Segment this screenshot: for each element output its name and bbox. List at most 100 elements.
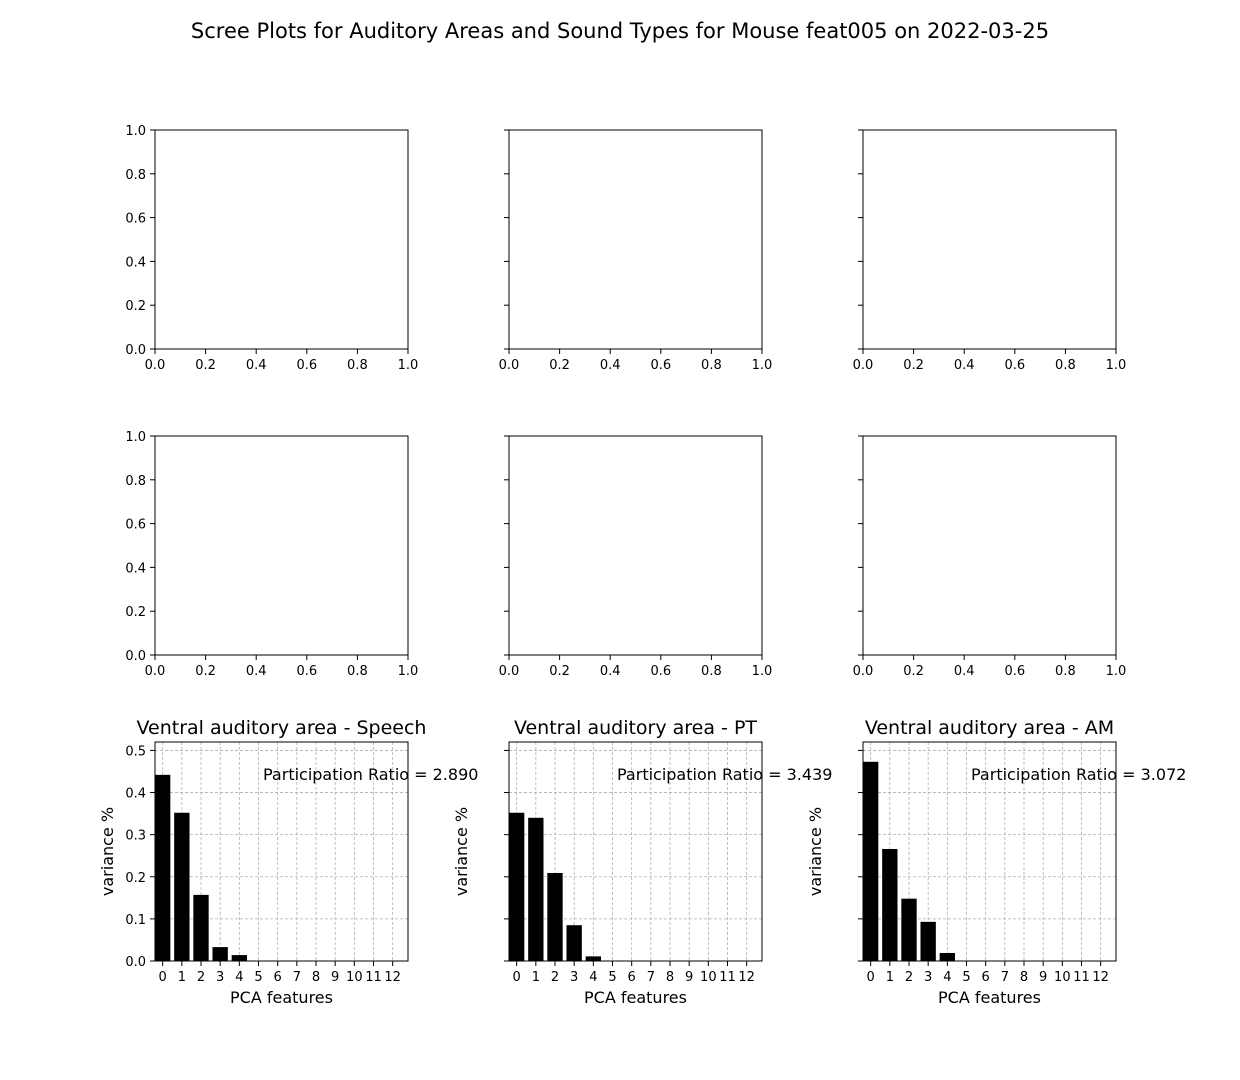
x-tick-label: 1.0 <box>398 664 419 679</box>
y-tick-label: 0.0 <box>125 955 146 970</box>
axes-frame <box>508 741 763 962</box>
x-tick-label: 10 <box>346 970 363 985</box>
subplot-row2-col3: 0.0 0.2 0.4 0.6 0.8 1.0 <box>853 435 1126 679</box>
subplot-grid: 0.0 0.2 0.4 0.6 0.8 1.00.00.20.40.60.81.00.0 0… <box>98 124 1186 1007</box>
subplot-row2-col1: 0.0 0.2 0.4 0.6 0.8 1.0 0.0 0.2 0.4 0.6 0.8 1.0 <box>125 430 418 679</box>
subplot-title: Ventral auditory area - AM <box>865 717 1114 739</box>
bar-pc-0 <box>155 774 171 961</box>
x-tick-label: 0.0 <box>145 664 166 679</box>
subplot-row2-col2: 0.0 0.2 0.4 0.6 0.8 1.0 <box>499 435 773 679</box>
x-tick-label: 9 <box>331 970 339 985</box>
x-tick-label: 2 <box>551 970 559 985</box>
bar-pc-3 <box>566 925 582 961</box>
y-axis-label: variance % <box>806 807 825 896</box>
x-tick-label: 4 <box>589 970 597 985</box>
x-tick-label: 5 <box>608 970 616 985</box>
x-tick-label: 12 <box>384 970 401 985</box>
x-tick-label: 7 <box>293 970 301 985</box>
bar-pc-3 <box>212 947 228 961</box>
bar-pc-1 <box>882 848 898 961</box>
x-tick-label: 0.6 <box>296 358 317 373</box>
x-tick-label: 11 <box>1073 970 1090 985</box>
x-tick-label: 11 <box>719 970 736 985</box>
x-tick-label: 0.4 <box>954 664 975 679</box>
y-tick-label: 0.3 <box>125 829 146 844</box>
y-tick-label: 1.0 <box>125 124 146 139</box>
x-tick-label: 12 <box>738 970 755 985</box>
x-tick-label: 3 <box>924 970 932 985</box>
x-tick-label: 1 <box>532 970 540 985</box>
axes-frame <box>862 129 1117 350</box>
x-axis-label: PCA features <box>230 988 333 1007</box>
x-tick-label: 0 <box>159 970 167 985</box>
x-tick-label: 1.0 <box>752 664 773 679</box>
figure-title: Scree Plots for Auditory Areas and Sound… <box>191 19 1049 43</box>
bar-pc-4 <box>939 952 955 961</box>
subplot-row1-col2: 0.0 0.2 0.4 0.6 0.8 1.0 <box>499 129 772 373</box>
x-tick-label: 0.2 <box>903 358 924 373</box>
x-tick-label: 0.8 <box>1055 358 1076 373</box>
subplot-row3-col1: 0 1 2 3 4 5 6 7 8 9 10 11 120.00.10.20.30.40.5Ventra… <box>98 717 478 1007</box>
x-tick-label: 0.4 <box>954 358 975 373</box>
x-tick-label: 0 <box>867 970 875 985</box>
x-tick-label: 11 <box>365 970 382 985</box>
x-tick-label: 7 <box>647 970 655 985</box>
x-tick-label: 7 <box>1001 970 1009 985</box>
y-axis-label: variance % <box>452 807 471 896</box>
x-tick-label: 8 <box>666 970 674 985</box>
x-tick-label: 0.6 <box>650 664 671 679</box>
participation-ratio-annotation: Participation Ratio = 3.439 <box>617 765 832 784</box>
x-tick-label: 2 <box>197 970 205 985</box>
x-tick-label: 0.2 <box>549 358 570 373</box>
x-tick-label: 9 <box>685 970 693 985</box>
x-tick-label: 5 <box>254 970 262 985</box>
bar-pc-4 <box>231 955 247 961</box>
y-tick-label: 0.1 <box>125 913 146 928</box>
x-axis-label: PCA features <box>584 988 687 1007</box>
y-tick-label: 0.4 <box>125 787 146 802</box>
axes-frame <box>862 741 1117 962</box>
subplot-row1-col1: 0.0 0.2 0.4 0.6 0.8 1.0 0.0 0.2 0.4 0.6 0.8 1.0 <box>125 124 418 373</box>
x-tick-label: 0.8 <box>347 358 368 373</box>
x-tick-label: 9 <box>1039 970 1047 985</box>
x-tick-label: 3 <box>216 970 224 985</box>
y-tick-label: 0.4 <box>125 255 146 270</box>
bar-pc-1 <box>528 817 544 961</box>
x-tick-label: 1.0 <box>398 358 419 373</box>
x-tick-label: 0.6 <box>650 358 671 373</box>
axes-frame <box>154 129 409 350</box>
x-tick-label: 0.2 <box>195 664 216 679</box>
subplot-title: Ventral auditory area - Speech <box>137 717 427 739</box>
axes-frame <box>154 435 409 656</box>
x-tick-label: 0.0 <box>853 664 874 679</box>
y-tick-label: 0.6 <box>125 518 146 533</box>
x-tick-label: 1 <box>886 970 894 985</box>
x-tick-label: 0.4 <box>246 358 267 373</box>
x-tick-label: 0.8 <box>1055 664 1076 679</box>
x-tick-label: 6 <box>274 970 282 985</box>
bar-pc-0 <box>863 761 879 961</box>
x-tick-label: 0.8 <box>347 664 368 679</box>
x-tick-label: 0.0 <box>145 358 166 373</box>
x-axis-label: PCA features <box>938 988 1041 1007</box>
bar-pc-2 <box>901 898 917 961</box>
x-tick-label: 0.6 <box>1004 664 1025 679</box>
bar-pc-0 <box>509 812 525 961</box>
x-tick-label: 10 <box>700 970 717 985</box>
y-tick-label: 0.8 <box>125 168 146 183</box>
x-tick-label: 8 <box>1020 970 1028 985</box>
bar-pc-4 <box>585 956 601 961</box>
y-tick-label: 0.0 <box>125 343 146 358</box>
x-tick-label: 1 <box>178 970 186 985</box>
bar-pc-3 <box>920 921 936 961</box>
participation-ratio-annotation: Participation Ratio = 3.072 <box>971 765 1186 784</box>
x-tick-label: 0.0 <box>853 358 874 373</box>
axes-frame <box>862 435 1117 656</box>
bar-pc-2 <box>547 872 563 961</box>
x-tick-label: 0.0 <box>499 664 520 679</box>
bar-pc-2 <box>193 894 209 961</box>
subplot-title: Ventral auditory area - PT <box>514 717 757 739</box>
x-tick-label: 0.2 <box>195 358 216 373</box>
x-tick-label: 3 <box>570 970 578 985</box>
